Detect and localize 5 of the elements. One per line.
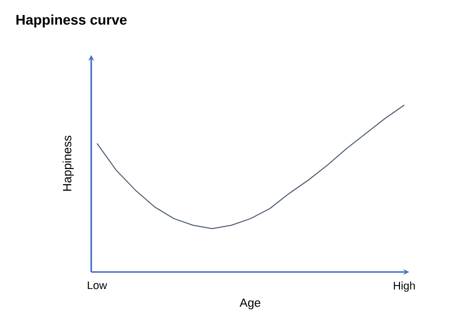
chart-title: Happiness curve — [16, 14, 127, 28]
x-axis-title: Age — [240, 298, 260, 310]
y-axis-title: Happiness — [62, 136, 74, 191]
x-tick-label: High — [394, 282, 415, 292]
x-tick-label: Low — [88, 282, 108, 290]
